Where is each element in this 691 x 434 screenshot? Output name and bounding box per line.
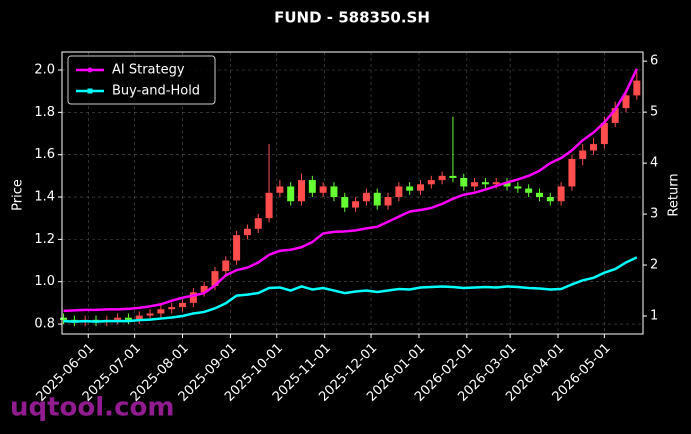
plot-frame: [61, 51, 644, 335]
return-line: [63, 256, 638, 323]
legend-box: [67, 55, 216, 105]
y2-tick-label: 4: [650, 156, 658, 171]
candle-body: [460, 177, 468, 187]
candle-body: [514, 186, 522, 189]
candle-body: [330, 186, 338, 198]
candle-body: [189, 292, 197, 303]
candle-body: [298, 180, 306, 202]
candle-body: [114, 317, 122, 320]
legend-marker: [87, 88, 93, 94]
candle-body: [600, 122, 608, 145]
candle-body: [590, 144, 598, 151]
candle-body: [276, 186, 284, 193]
candle-body: [319, 186, 327, 193]
candle-body: [384, 197, 392, 206]
chart-title: FUND - 588350.SH: [274, 9, 430, 27]
candle-body: [535, 192, 543, 198]
candle-body: [200, 285, 208, 293]
candle-body: [135, 315, 143, 320]
candle-body: [287, 186, 295, 202]
candle-body: [492, 182, 500, 185]
candle-body: [427, 180, 435, 185]
y-tick-label: 1.8: [34, 105, 55, 120]
candle-body: [481, 182, 489, 185]
y2-tick-label: 6: [650, 54, 658, 69]
candle-body: [254, 218, 262, 229]
candle-body: [579, 150, 587, 159]
y-tick-label: 1.2: [34, 232, 55, 247]
y-tick-label: 0.8: [34, 317, 55, 332]
candle-body: [157, 309, 165, 314]
watermark: uqtool.com: [10, 393, 174, 423]
y2-tick-label: 3: [650, 207, 658, 222]
y2-tick-label: 1: [650, 309, 658, 324]
candle-body: [471, 182, 479, 187]
y-tick-label: 1.4: [34, 190, 55, 205]
candle-body: [438, 175, 446, 181]
candle-body: [395, 186, 403, 198]
candle-body: [406, 186, 414, 191]
candle-body: [449, 175, 457, 178]
candle-body: [373, 192, 381, 206]
candle-body: [622, 95, 630, 109]
candle-body: [341, 197, 349, 208]
candle-body: [352, 201, 360, 208]
candle-body: [222, 260, 230, 272]
candle-body: [633, 80, 641, 96]
y-tick-label: 2.0: [34, 62, 55, 77]
candle-body: [568, 158, 576, 187]
candle-body: [179, 302, 187, 308]
candle-body: [503, 182, 511, 187]
candle-body: [362, 192, 370, 202]
legend-label: Buy-and-Hold: [112, 84, 200, 99]
candle-body: [308, 180, 316, 193]
y2-tick-label: 2: [650, 258, 658, 273]
legend-marker: [87, 67, 93, 73]
candle-body: [124, 317, 132, 320]
candle-body: [546, 197, 554, 202]
y2-axis-label: Return: [667, 173, 682, 216]
y-tick-label: 1.0: [34, 274, 55, 289]
candle-body: [525, 188, 533, 193]
candle-body: [265, 192, 273, 219]
candle-body: [611, 108, 619, 123]
candle-body: [416, 184, 424, 191]
candle-body: [557, 186, 565, 202]
legend-label: AI Strategy: [112, 63, 185, 78]
candle-body: [146, 313, 154, 316]
candle-body: [243, 228, 251, 236]
y-tick-label: 1.6: [34, 147, 55, 162]
return-line: [63, 68, 638, 313]
candle-body: [233, 235, 241, 261]
y-axis-label: Price: [11, 179, 26, 211]
candle-body: [168, 307, 176, 310]
candle-body: [211, 271, 219, 286]
candle-body: [60, 317, 68, 320]
y2-tick-label: 5: [650, 105, 658, 120]
